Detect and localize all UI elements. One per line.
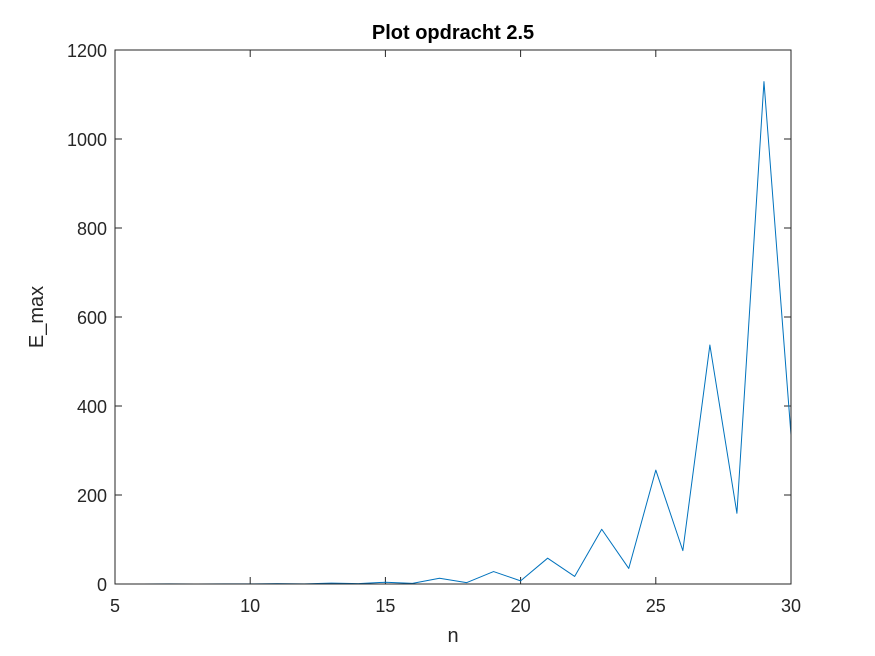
- y-tick-label: 800: [77, 219, 107, 239]
- y-tick-labels: 0 200 400 600 800 1000 1200: [67, 41, 107, 595]
- x-tick-label: 5: [110, 596, 120, 616]
- y-tick-label: 400: [77, 397, 107, 417]
- x-tick-label: 25: [646, 596, 666, 616]
- chart-title: Plot opdracht 2.5: [372, 22, 534, 44]
- y-tick-label: 1200: [67, 41, 107, 61]
- axes-background: [115, 50, 791, 584]
- x-tick-label: 15: [375, 596, 395, 616]
- y-tick-label: 600: [77, 308, 107, 328]
- x-axis-title: n: [447, 625, 458, 647]
- y-tick-label: 0: [97, 575, 107, 595]
- y-tick-label: 200: [77, 486, 107, 506]
- x-tick-label: 10: [240, 596, 260, 616]
- x-tick-labels: 5 10 15 20 25 30: [110, 596, 801, 616]
- x-tick-label: 30: [781, 596, 801, 616]
- x-tick-label: 20: [511, 596, 531, 616]
- axes-box: [114, 49, 792, 585]
- y-axis-title: E_max: [26, 286, 48, 348]
- y-tick-label: 1000: [67, 130, 107, 150]
